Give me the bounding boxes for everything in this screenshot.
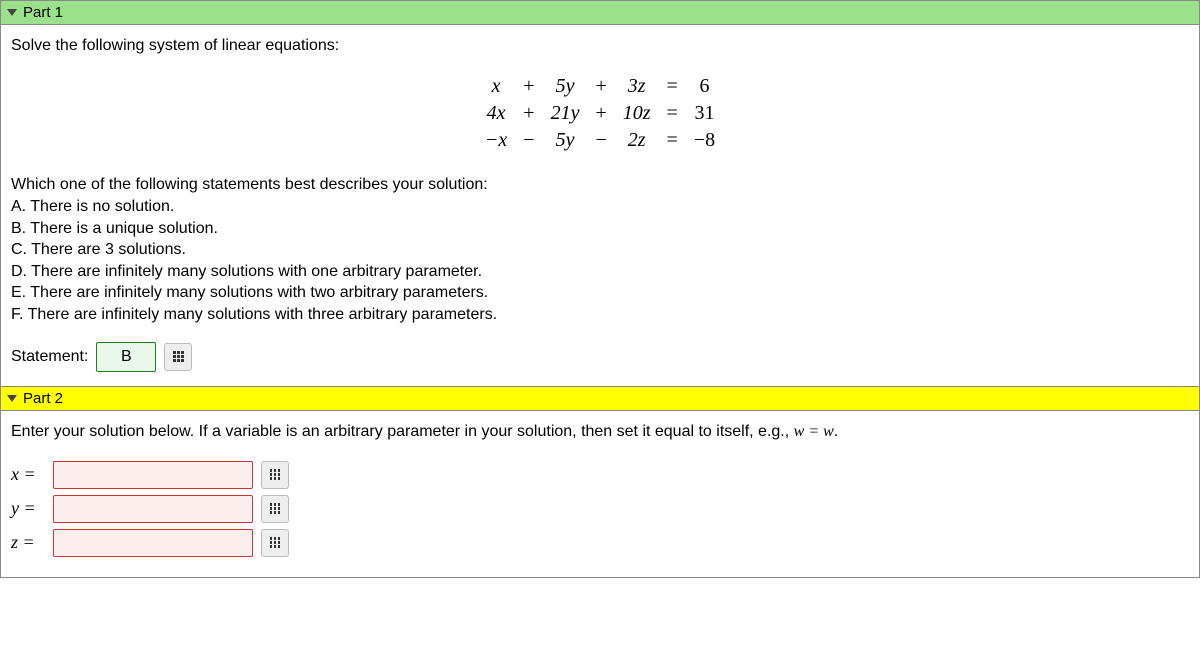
options-list: A. There is no solution. B. There is a u… [11, 196, 1189, 326]
solution-row-x: x = [11, 461, 1189, 489]
eq-term: 10z [615, 100, 659, 127]
eq-term: 2z [615, 127, 659, 154]
part2-instruction-post: . [834, 423, 838, 440]
eq-rhs: 6 [686, 73, 723, 100]
keypad-icon [270, 537, 281, 548]
part2-instruction: Enter your solution below. If a variable… [11, 423, 1189, 441]
solution-row-z: z = [11, 529, 1189, 557]
eq-term: 5y [543, 127, 588, 154]
eq-eq: = [659, 100, 686, 127]
z-label: z = [11, 532, 45, 553]
eq-term: x [477, 73, 515, 100]
part2-instruction-pre: Enter your solution below. If a variable… [11, 423, 794, 440]
option-c: C. There are 3 solutions. [11, 239, 1189, 261]
equation-row: x + 5y + 3z = 6 [477, 73, 723, 100]
eq-op: − [515, 127, 542, 154]
option-d: D. There are infinitely many solutions w… [11, 261, 1189, 283]
eq-rhs: −8 [686, 127, 723, 154]
keypad-icon [173, 351, 184, 362]
y-label: y = [11, 498, 45, 519]
keypad-button[interactable] [261, 529, 289, 557]
option-e: E. There are infinitely many solutions w… [11, 282, 1189, 304]
chevron-down-icon [7, 9, 17, 16]
option-b: B. There is a unique solution. [11, 218, 1189, 240]
eq-op: + [515, 73, 542, 100]
eq-op: + [587, 100, 614, 127]
keypad-icon [270, 503, 281, 514]
part1-container: Part 1 Solve the following system of lin… [0, 0, 1200, 578]
part2-title: Part 2 [23, 390, 63, 407]
keypad-button[interactable] [164, 343, 192, 371]
eq-term: 21y [543, 100, 588, 127]
keypad-button[interactable] [261, 461, 289, 489]
statement-label: Statement: [11, 348, 88, 366]
eq-rhs: 31 [686, 100, 723, 127]
y-input[interactable] [53, 495, 253, 523]
equation-row: −x − 5y − 2z = −8 [477, 127, 723, 154]
eq-term: −x [477, 127, 515, 154]
statement-row: Statement: [11, 342, 1189, 372]
option-a: A. There is no solution. [11, 196, 1189, 218]
part2-content: Enter your solution below. If a variable… [1, 411, 1199, 577]
eq-eq: = [659, 73, 686, 100]
eq-eq: = [659, 127, 686, 154]
statement-input[interactable] [96, 342, 156, 372]
part1-instruction: Solve the following system of linear equ… [11, 37, 1189, 55]
keypad-icon [270, 469, 281, 480]
eq-term: 5y [543, 73, 588, 100]
eq-term: 4x [477, 100, 515, 127]
part1-title: Part 1 [23, 4, 63, 21]
eq-term: 3z [615, 73, 659, 100]
part1-question: Which one of the following statements be… [11, 176, 1189, 194]
part1-header[interactable]: Part 1 [1, 1, 1199, 25]
solution-row-y: y = [11, 495, 1189, 523]
equations-block: x + 5y + 3z = 6 4x + 21y + 10z = 31 −x −… [477, 73, 723, 154]
eq-op: + [515, 100, 542, 127]
eq-op: − [587, 127, 614, 154]
eq-op: + [587, 73, 614, 100]
part2-header[interactable]: Part 2 [1, 386, 1199, 411]
keypad-button[interactable] [261, 495, 289, 523]
part1-content: Solve the following system of linear equ… [1, 25, 1199, 386]
chevron-down-icon [7, 395, 17, 402]
option-f: F. There are infinitely many solutions w… [11, 304, 1189, 326]
x-label: x = [11, 464, 45, 485]
z-input[interactable] [53, 529, 253, 557]
equation-row: 4x + 21y + 10z = 31 [477, 100, 723, 127]
part2-instruction-math: w = w [794, 423, 834, 440]
x-input[interactable] [53, 461, 253, 489]
